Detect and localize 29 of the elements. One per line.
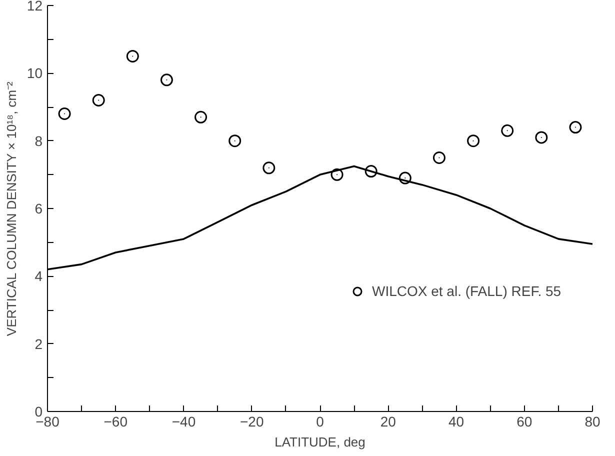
point [467, 134, 480, 148]
point [160, 74, 173, 86]
y-tick-label: 8 [34, 132, 43, 149]
point [194, 110, 208, 124]
point [92, 94, 105, 106]
point [569, 121, 582, 134]
point [535, 131, 548, 144]
point [58, 108, 71, 120]
legend-label: WILCOX et al. (FALL) REF. 55 [372, 283, 562, 299]
y-tick-label: 10 [26, 65, 43, 82]
x-tick-label: 60 [516, 414, 532, 430]
y-tick-label: 2 [34, 336, 43, 352]
point [228, 134, 242, 148]
y-axis-title: VERTICAL COLUMN DENSITY × 10¹⁸, cm⁻² [4, 80, 19, 336]
x-axis-title: LATITUDE, deg [274, 434, 366, 450]
x-tick-label: 0 [316, 414, 324, 430]
x-tick-label: −20 [240, 414, 264, 430]
point [432, 152, 446, 164]
y-tick-label: 4 [34, 268, 43, 284]
point [126, 50, 139, 62]
x-tick-label: 20 [380, 414, 396, 430]
y-tick-label: 12 [26, 0, 43, 14]
x-tick-label: −60 [104, 414, 128, 430]
y-tick-label: 6 [34, 200, 43, 216]
point [262, 162, 276, 174]
x-tick-label: 80 [584, 414, 600, 430]
x-tick-label: 40 [448, 414, 464, 430]
point [501, 124, 514, 137]
x-tick-label: −40 [172, 414, 196, 430]
